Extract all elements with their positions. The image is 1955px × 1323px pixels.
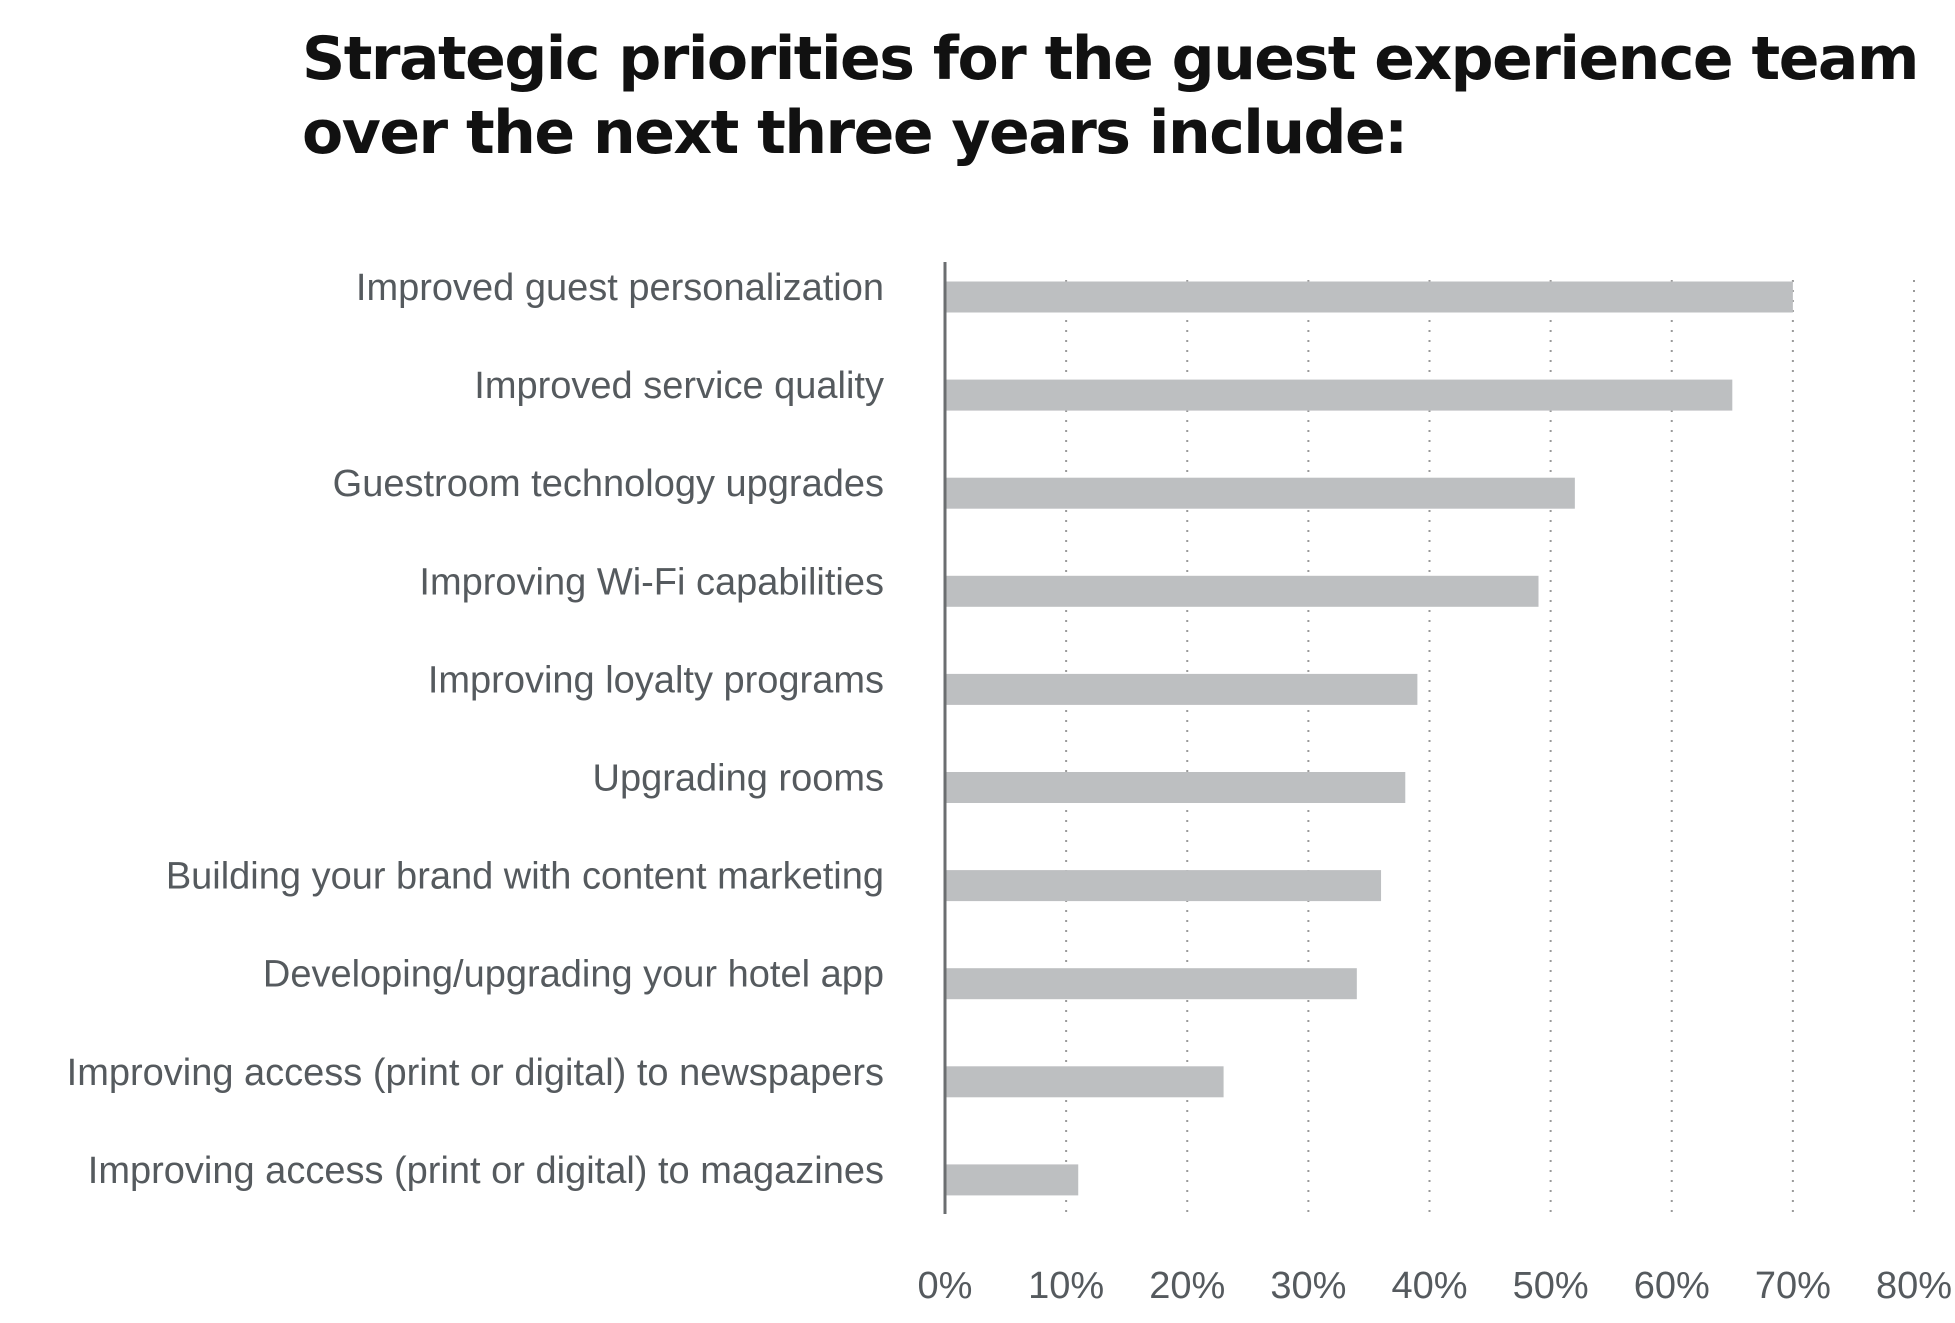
- x-tick-label: 40%: [1391, 1265, 1467, 1307]
- x-tick-label: 20%: [1149, 1265, 1225, 1307]
- category-label: Improving access (print or digital) to m…: [88, 1150, 884, 1192]
- bar: [945, 673, 1418, 705]
- bar: [945, 968, 1357, 1000]
- x-tick-label: 80%: [1876, 1265, 1952, 1307]
- bar: [945, 477, 1575, 509]
- bar: [945, 281, 1793, 313]
- bar: [945, 1066, 1224, 1098]
- x-tick-label: 60%: [1634, 1265, 1710, 1307]
- bar: [945, 772, 1406, 803]
- category-label: Upgrading rooms: [593, 758, 884, 800]
- category-label: Improved service quality: [474, 365, 884, 407]
- bar: [945, 870, 1382, 902]
- category-label: Improving loyalty programs: [428, 659, 884, 701]
- category-label: Guestroom technology upgrades: [333, 463, 884, 505]
- x-tick-label: 30%: [1270, 1265, 1346, 1307]
- x-tick-label: 0%: [918, 1265, 973, 1307]
- category-label: Improving access (print or digital) to n…: [67, 1052, 884, 1094]
- x-tick-label: 50%: [1513, 1265, 1589, 1307]
- category-label: Building your brand with content marketi…: [166, 856, 884, 898]
- category-label: Improving Wi-Fi capabilities: [419, 561, 884, 603]
- x-tick-label: 70%: [1755, 1265, 1831, 1307]
- category-label: Improved guest personalization: [356, 267, 884, 309]
- bar: [945, 1164, 1079, 1196]
- bar: [945, 575, 1539, 607]
- bar: [945, 379, 1733, 411]
- chart-title: Strategic priorities for the guest exper…: [302, 24, 1919, 168]
- category-label: Developing/upgrading your hotel app: [263, 954, 884, 996]
- x-tick-label: 10%: [1028, 1265, 1104, 1307]
